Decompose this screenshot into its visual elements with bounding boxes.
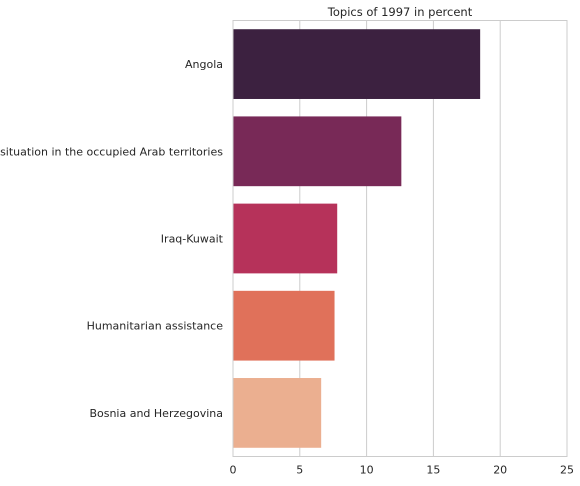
chart-title: Topics of 1997 in percent — [327, 5, 473, 19]
y-axis-categories: Angola The situation in the occupied Arab… — [0, 58, 224, 420]
bar-4 — [233, 378, 322, 448]
bar-3 — [233, 290, 335, 361]
category-label: Bosnia and Herzegovina — [89, 407, 223, 420]
x-tick-label: 5 — [296, 464, 303, 477]
x-tick-label: 20 — [493, 464, 507, 477]
bar-1 — [233, 116, 402, 187]
plot-frame — [232, 20, 568, 457]
x-tick-label: 10 — [360, 464, 374, 477]
x-tick-label: 15 — [426, 464, 440, 477]
bar-2 — [233, 203, 338, 274]
x-tick-label: 0 — [230, 464, 237, 477]
category-label: The situation in the occupied Arab terri… — [0, 145, 223, 158]
category-label: Angola — [185, 58, 223, 71]
x-tick-label: 25 — [560, 464, 574, 477]
x-axis-ticks: 0 5 10 15 20 25 — [230, 464, 575, 477]
category-label: Humanitarian assistance — [87, 320, 224, 333]
bars — [233, 29, 481, 448]
bar-0 — [233, 29, 481, 99]
category-label: Iraq-Kuwait — [161, 233, 224, 246]
